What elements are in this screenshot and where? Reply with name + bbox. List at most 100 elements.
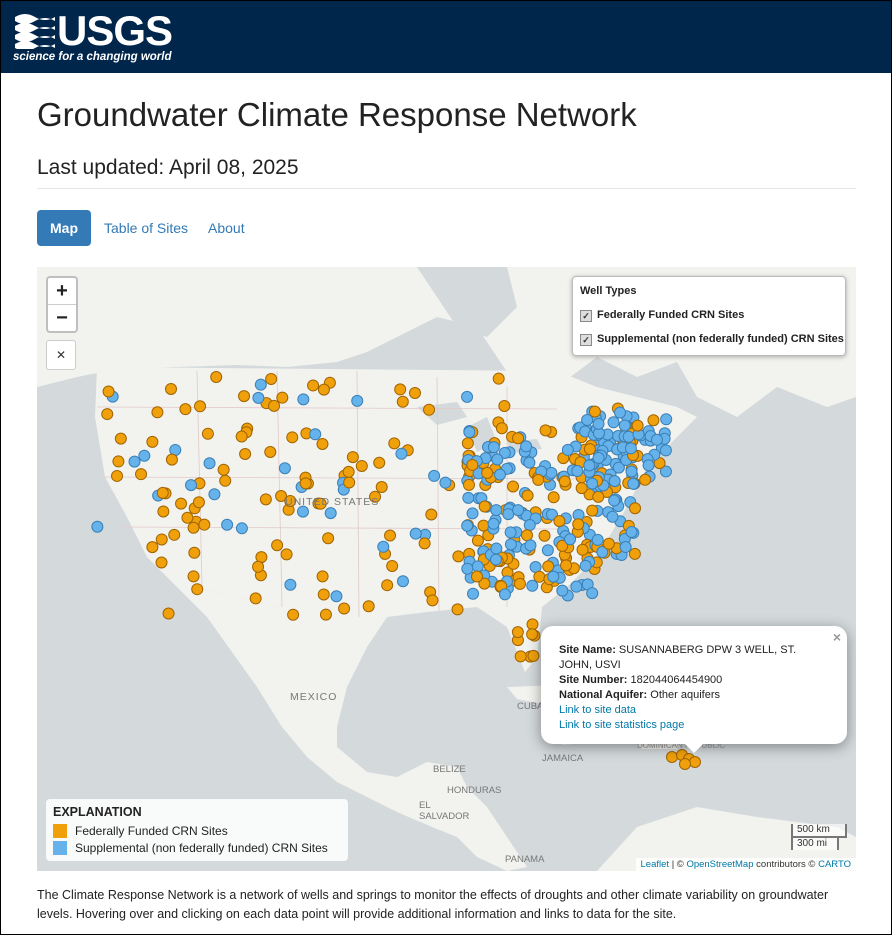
- federal-site-marker[interactable]: [492, 372, 505, 385]
- federal-site-marker[interactable]: [381, 579, 394, 592]
- supplemental-site-marker[interactable]: [471, 560, 484, 573]
- federal-site-marker[interactable]: [155, 533, 168, 546]
- supplemental-site-marker[interactable]: [396, 575, 409, 588]
- supplemental-site-marker[interactable]: [463, 426, 476, 439]
- federal-site-marker[interactable]: [560, 559, 573, 572]
- federal-site-marker[interactable]: [194, 400, 207, 413]
- federal-site-marker[interactable]: [388, 437, 401, 450]
- federal-site-marker[interactable]: [268, 399, 281, 412]
- supplemental-site-marker[interactable]: [461, 390, 474, 403]
- federal-site-marker[interactable]: [572, 518, 585, 531]
- supplemental-site-marker[interactable]: [221, 518, 234, 531]
- federal-site-marker[interactable]: [408, 387, 421, 400]
- federal-site-marker[interactable]: [111, 469, 124, 482]
- federal-site-marker[interactable]: [386, 559, 399, 572]
- carto-link[interactable]: CARTO: [818, 859, 851, 870]
- federal-site-marker[interactable]: [299, 477, 312, 490]
- supplemental-site-marker[interactable]: [428, 469, 441, 482]
- supplemental-site-marker[interactable]: [330, 590, 343, 603]
- federal-site-marker[interactable]: [514, 650, 527, 663]
- supplemental-site-marker[interactable]: [619, 541, 632, 554]
- supplemental-site-marker[interactable]: [659, 465, 672, 478]
- supplemental-site-marker[interactable]: [592, 417, 605, 430]
- supplemental-site-marker[interactable]: [579, 559, 592, 572]
- federal-site-marker[interactable]: [287, 608, 300, 621]
- supplemental-site-marker[interactable]: [512, 504, 525, 517]
- federal-site-marker[interactable]: [575, 482, 588, 495]
- federal-site-marker[interactable]: [478, 577, 491, 590]
- federal-site-marker[interactable]: [513, 577, 526, 590]
- federal-site-marker[interactable]: [319, 608, 332, 621]
- federal-site-marker[interactable]: [238, 390, 251, 403]
- supplemental-site-marker[interactable]: [524, 539, 537, 552]
- federal-site-marker[interactable]: [647, 414, 660, 427]
- supplemental-site-marker[interactable]: [592, 451, 605, 464]
- federal-site-marker[interactable]: [252, 560, 265, 573]
- supplemental-site-marker[interactable]: [608, 494, 621, 507]
- federal-site-marker[interactable]: [533, 570, 546, 583]
- federal-site-marker[interactable]: [689, 756, 701, 768]
- federal-site-marker[interactable]: [146, 541, 159, 554]
- federal-site-marker[interactable]: [219, 474, 232, 487]
- supplemental-site-marker[interactable]: [491, 453, 504, 466]
- supplemental-site-marker[interactable]: [618, 419, 631, 432]
- federal-site-marker[interactable]: [532, 473, 545, 486]
- federal-site-marker[interactable]: [249, 592, 262, 605]
- federal-site-marker[interactable]: [179, 403, 192, 416]
- supplemental-site-marker[interactable]: [351, 394, 364, 407]
- federal-site-marker[interactable]: [265, 373, 278, 386]
- federal-site-marker[interactable]: [373, 456, 386, 469]
- supplemental-site-marker[interactable]: [520, 440, 533, 453]
- federal-site-marker[interactable]: [553, 515, 566, 528]
- supplemental-site-marker[interactable]: [523, 519, 536, 532]
- federal-site-marker[interactable]: [181, 511, 194, 524]
- site-markers[interactable]: [37, 267, 856, 871]
- supplemental-site-marker[interactable]: [203, 457, 216, 470]
- federal-site-marker[interactable]: [355, 459, 368, 472]
- federal-site-marker[interactable]: [316, 570, 329, 583]
- supplemental-site-marker[interactable]: [642, 459, 655, 472]
- supplemental-site-marker[interactable]: [466, 507, 479, 520]
- federal-site-marker[interactable]: [495, 422, 508, 435]
- supplemental-site-marker[interactable]: [622, 430, 635, 443]
- federal-site-marker[interactable]: [471, 534, 484, 547]
- federal-site-marker[interactable]: [396, 395, 409, 408]
- checkbox-federal[interactable]: ✓: [580, 310, 592, 322]
- supplemental-site-marker[interactable]: [235, 522, 248, 535]
- federal-site-marker[interactable]: [576, 543, 589, 556]
- supplemental-site-marker[interactable]: [208, 488, 221, 501]
- supplemental-site-marker[interactable]: [556, 584, 569, 597]
- supplemental-site-marker[interactable]: [377, 540, 390, 553]
- supplemental-site-marker[interactable]: [614, 406, 627, 419]
- supplemental-site-marker[interactable]: [409, 527, 422, 540]
- federal-site-marker[interactable]: [264, 445, 277, 458]
- supplemental-site-marker[interactable]: [586, 477, 599, 490]
- federal-site-marker[interactable]: [275, 489, 288, 502]
- federal-site-marker[interactable]: [679, 758, 691, 770]
- federal-site-marker[interactable]: [628, 547, 641, 560]
- federal-site-marker[interactable]: [112, 455, 125, 468]
- supplemental-site-marker[interactable]: [138, 449, 151, 462]
- supplemental-site-marker[interactable]: [523, 456, 536, 469]
- federal-site-marker[interactable]: [284, 494, 297, 507]
- federal-site-marker[interactable]: [314, 497, 327, 510]
- federal-site-marker[interactable]: [498, 399, 511, 412]
- supplemental-site-marker[interactable]: [591, 533, 604, 546]
- supplemental-site-marker[interactable]: [324, 507, 337, 520]
- federal-site-marker[interactable]: [210, 371, 223, 384]
- federal-site-marker[interactable]: [338, 602, 351, 615]
- supplemental-site-marker[interactable]: [624, 442, 637, 455]
- federal-site-marker[interactable]: [239, 448, 252, 461]
- supplemental-site-marker[interactable]: [467, 587, 480, 600]
- federal-site-marker[interactable]: [629, 502, 642, 515]
- federal-site-marker[interactable]: [538, 529, 551, 542]
- federal-site-marker[interactable]: [322, 532, 335, 545]
- federal-site-marker[interactable]: [547, 491, 560, 504]
- federal-site-marker[interactable]: [384, 529, 397, 542]
- tab-table-of-sites[interactable]: Table of Sites: [104, 220, 189, 236]
- supplemental-site-marker[interactable]: [564, 533, 577, 546]
- federal-site-marker[interactable]: [470, 570, 483, 583]
- supplemental-site-marker[interactable]: [547, 570, 560, 583]
- supplemental-site-marker[interactable]: [583, 459, 596, 472]
- federal-site-marker[interactable]: [588, 405, 601, 418]
